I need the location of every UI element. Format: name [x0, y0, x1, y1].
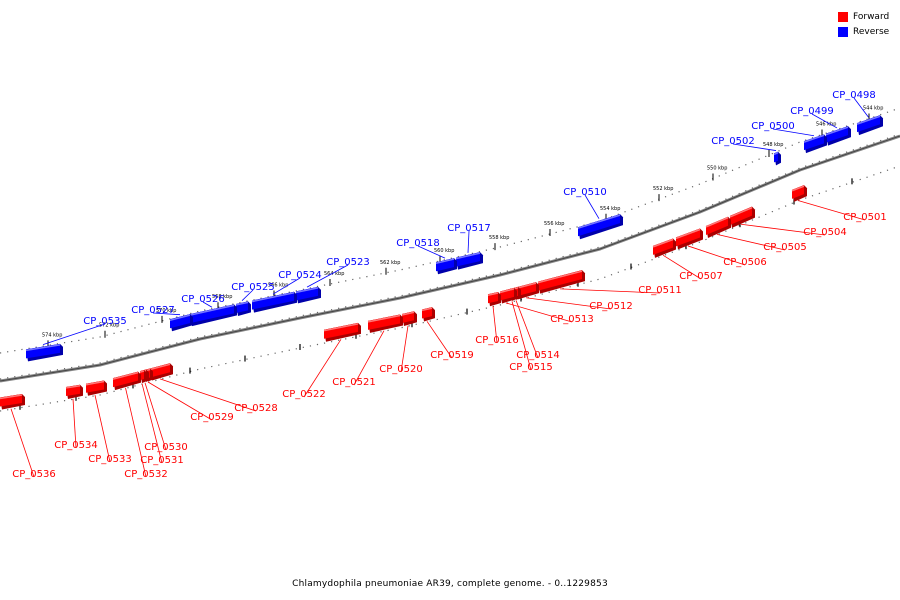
forward-label-cp_0528: CP_0528 [234, 403, 277, 414]
forward-label-cp_0534: CP_0534 [54, 440, 97, 451]
reverse-label-cp_0523-leader [306, 264, 349, 288]
reverse-label-cp_0517-leader [467, 230, 470, 253]
scale-tick-label: 552 kbp [653, 186, 673, 192]
scale-tick-label: 560 kbp [434, 248, 454, 254]
scale-tick-label: 546 kbp [816, 122, 836, 128]
forward-label-cp_0521: CP_0521 [332, 377, 375, 388]
forward-label-cp_0529: CP_0529 [190, 412, 233, 423]
forward-label-cp_0531-leader [141, 383, 163, 464]
forward-label-cp_0531: CP_0531 [140, 455, 183, 466]
forward-label-cp_0532: CP_0532 [124, 469, 167, 480]
reverse-label-cp_0499: CP_0499 [790, 106, 833, 117]
forward-label-cp_0513-leader [505, 302, 573, 323]
reverse-label-cp_0500-leader [772, 128, 815, 137]
scale-tick-label: 572 kbp [99, 323, 119, 329]
reverse-label-cp_0510-leader [584, 194, 600, 219]
scale-tick-label: 548 kbp [763, 142, 783, 148]
reverse-label-cp_0525: CP_0525 [231, 282, 274, 293]
legend: Forward Reverse [838, 9, 889, 39]
forward-label-cp_0520-leader [400, 325, 409, 373]
legend-reverse: Reverse [838, 24, 889, 39]
reverse-label-cp_0498-leader [853, 97, 869, 118]
forward-label-cp_0501-leader [797, 200, 866, 221]
forward-label-cp_0536: CP_0536 [12, 469, 55, 480]
forward-label-cp_0511: CP_0511 [638, 285, 681, 296]
forward-label-cp_0530: CP_0530 [144, 442, 187, 453]
forward-label-cp_0514: CP_0514 [516, 350, 559, 361]
forward-label-cp_0505: CP_0505 [763, 242, 806, 253]
forward-label-cp_0520: CP_0520 [379, 364, 422, 375]
scale-tick-label: 562 kbp [380, 260, 400, 266]
reverse-label-cp_0502: CP_0502 [711, 136, 754, 147]
reverse-label-cp_0499-leader [811, 113, 838, 129]
reverse-label-cp_0524: CP_0524 [278, 270, 321, 281]
forward-label-cp_0505-leader [716, 233, 786, 251]
forward-label-cp_0534-leader [72, 398, 77, 449]
forward-label-cp_0515-leader [511, 301, 532, 371]
forward-label-cp_0512: CP_0512 [589, 301, 632, 312]
forward-label-cp_0519: CP_0519 [430, 350, 473, 361]
forward-label-cp_0507: CP_0507 [679, 271, 722, 282]
forward-label-cp_0522: CP_0522 [282, 389, 325, 400]
reverse-label-cp_0526: CP_0526 [181, 294, 224, 305]
reverse-label-cp_0502-leader [732, 143, 777, 151]
legend-forward-label: Forward [853, 11, 890, 22]
forward-label-cp_0533: CP_0533 [88, 454, 131, 465]
reverse-label-cp_0518-leader [417, 245, 446, 259]
forward-label-cp_0516: CP_0516 [475, 335, 518, 346]
forward-label-cp_0536-leader [10, 408, 35, 478]
reverse-label-cp_0523: CP_0523 [326, 257, 369, 268]
forward-label-cp_0532-leader [125, 387, 147, 478]
scale-tick-label: 550 kbp [707, 166, 727, 172]
forward-label-cp_0513: CP_0513 [550, 314, 593, 325]
forward-label-cp_0511-leader [559, 288, 661, 294]
forward-label-cp_0516-leader [492, 306, 498, 344]
scale-tick-label: 574 kbp [42, 332, 62, 338]
reverse-label-cp_0517: CP_0517 [447, 223, 490, 234]
reverse-label-cp_0527-leader [152, 312, 181, 316]
legend-reverse-label: Reverse [853, 26, 890, 37]
scale-tick-label: 558 kbp [489, 235, 509, 241]
forward-label-cp_0512-leader [525, 297, 612, 310]
forward-label-cp_0506: CP_0506 [723, 257, 766, 268]
forward-label-cp_0504-leader [740, 223, 826, 236]
forward-label-cp_0506-leader [687, 245, 746, 266]
reverse-label-cp_0500: CP_0500 [751, 121, 794, 132]
forward-label-cp_0521-leader [353, 330, 385, 386]
reverse-label-cp_0527: CP_0527 [131, 305, 174, 316]
forward-label-cp_0501: CP_0501 [843, 212, 886, 223]
scale-tick-label: 570 kbp [156, 308, 176, 314]
scale-tick-label: 554 kbp [600, 206, 620, 212]
scale-tick-label: 564 kbp [324, 271, 344, 277]
reverse-label-cp_0524-leader [272, 277, 301, 295]
reverse-swatch [838, 26, 848, 37]
genome-caption: Chlamydophila pneumoniae AR39, complete … [292, 579, 608, 589]
legend-forward: Forward [838, 9, 889, 24]
reverse-label-cp_0535-leader [42, 323, 106, 345]
scale-tick-label: 556 kbp [544, 221, 564, 227]
reverse-label-cp_0526-leader [202, 301, 213, 308]
forward-label-cp_0529-leader [147, 381, 213, 421]
forward-label-cp_0504: CP_0504 [803, 227, 846, 238]
scale-tick-label: 566 kbp [268, 282, 288, 288]
forward-label-cp_0514-leader [515, 300, 539, 359]
forward-label-cp_0519-leader [426, 321, 453, 359]
reverse-label-cp_0525-leader [241, 289, 254, 301]
forward-label-cp_0533-leader [94, 395, 111, 463]
reverse-label-cp_0510: CP_0510 [563, 187, 606, 198]
forward-label-cp_0530-leader [144, 382, 167, 451]
reverse-label-cp_0518: CP_0518 [396, 238, 439, 249]
forward-swatch [838, 11, 848, 22]
forward-label-cp_0528-leader [159, 378, 257, 412]
forward-label-cp_0515: CP_0515 [509, 362, 552, 373]
reverse-label-cp_0535: CP_0535 [83, 316, 126, 327]
forward-label-cp_0507-leader [662, 254, 702, 280]
forward-label-cp_0522-leader [303, 339, 342, 398]
scale-tick-label: 568 kbp [212, 294, 232, 300]
scale-tick-label: 544 kbp [863, 106, 883, 112]
reverse-label-cp_0498: CP_0498 [832, 90, 875, 101]
